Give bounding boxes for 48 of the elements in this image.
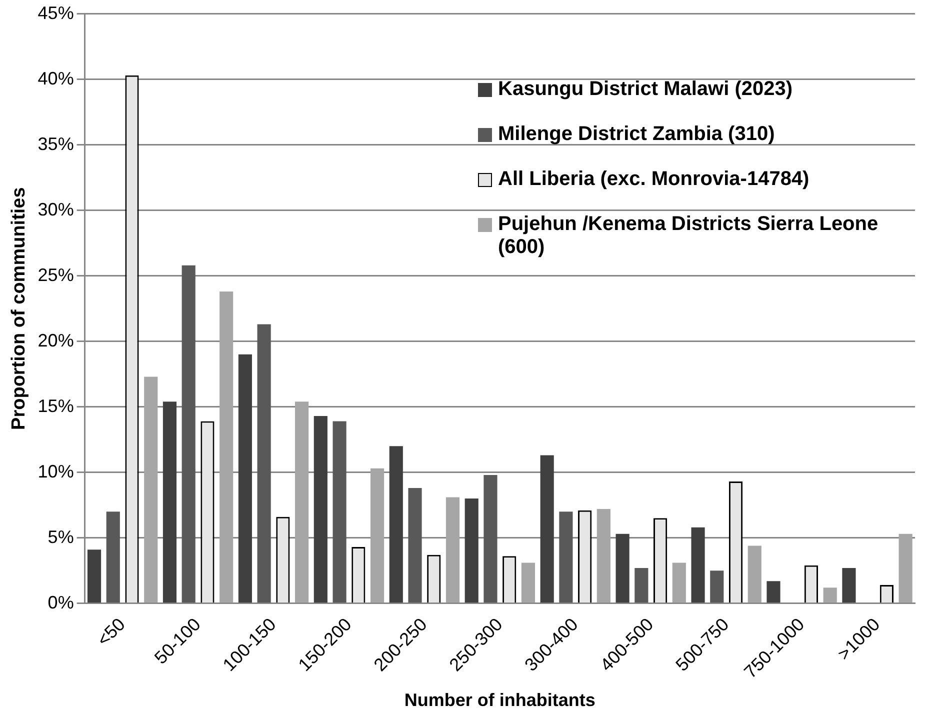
- y-tick-label: 25%: [38, 264, 74, 285]
- y-tick-label: 30%: [38, 199, 74, 220]
- bar: [842, 568, 856, 603]
- bar: [484, 474, 498, 603]
- bar: [672, 562, 686, 603]
- bar: [238, 354, 252, 603]
- bar: [257, 324, 271, 603]
- x-tick-label: <50: [93, 614, 129, 650]
- y-tick-label: 0%: [48, 592, 74, 612]
- y-axis-title: Proportion of communities: [8, 187, 30, 430]
- legend-label: Kasungu District Malawi (2023): [498, 78, 793, 101]
- bar: [220, 292, 234, 603]
- legend-label: Pujehun /Kenema Districts Sierra Leone (600): [498, 213, 880, 259]
- bar: [144, 376, 158, 603]
- bar: [162, 402, 177, 603]
- y-tick-label: 40%: [38, 68, 74, 88]
- bar: [106, 512, 120, 603]
- legend-label: Milenge District Zambia (310): [498, 123, 775, 146]
- bar: [446, 497, 460, 603]
- bar: [691, 527, 705, 603]
- bar: [559, 512, 573, 603]
- bar: [540, 455, 554, 603]
- bar: [521, 562, 536, 603]
- bar: [295, 402, 309, 603]
- bar: [898, 534, 912, 603]
- legend-label: All Liberia (exc. Monrovia-14784): [498, 168, 810, 191]
- bar: [87, 550, 102, 603]
- bar: [464, 498, 478, 603]
- bar: [616, 534, 630, 603]
- bar: [332, 421, 346, 603]
- y-tick-label: 10%: [38, 461, 74, 482]
- bar: [634, 568, 648, 603]
- bar: [182, 265, 196, 603]
- bar: [710, 570, 724, 603]
- bar: [370, 468, 384, 603]
- bar: [389, 446, 403, 603]
- y-tick-label: 5%: [48, 526, 74, 547]
- bar: [596, 509, 610, 603]
- bar: [766, 581, 780, 603]
- bar: [823, 588, 837, 603]
- bar: [314, 416, 328, 603]
- x-axis-title: Number of inhabitants: [404, 690, 596, 710]
- y-tick-label: 35%: [38, 134, 74, 154]
- y-tick-label: 45%: [38, 2, 74, 23]
- bar: [748, 546, 762, 603]
- bar: [408, 488, 422, 603]
- y-tick-label: 15%: [38, 396, 74, 416]
- y-tick-label: 20%: [38, 330, 74, 350]
